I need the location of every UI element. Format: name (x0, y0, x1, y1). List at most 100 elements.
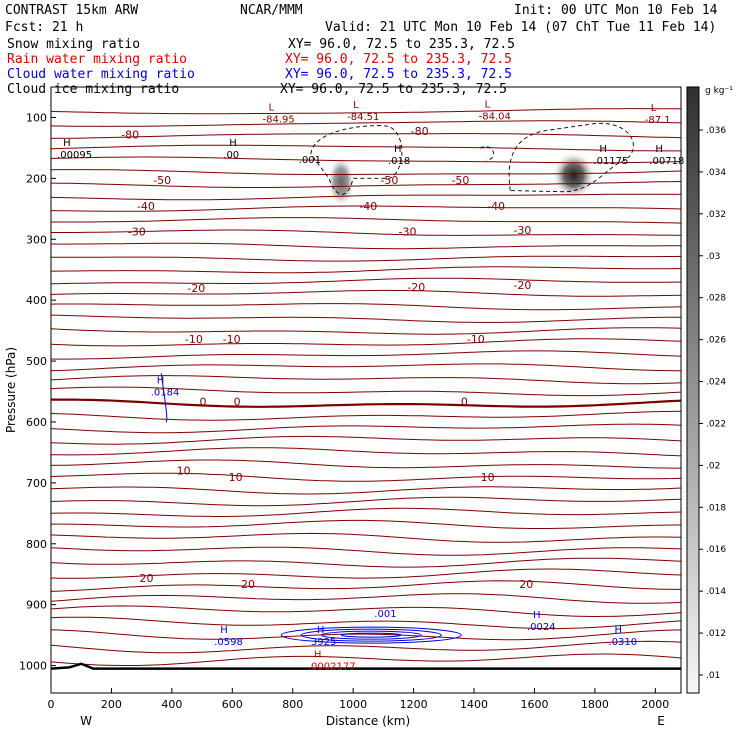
contour-label: -80 (121, 129, 139, 142)
colorbar-tick-label: .026 (706, 336, 726, 346)
extremum-H: H.01175 (593, 144, 628, 167)
cloud-ice-contour-3 (479, 146, 494, 161)
extremum-L: L-84.51 (347, 100, 379, 123)
x-tick-label: 600 (222, 698, 243, 711)
temperature-contour-line (51, 303, 681, 311)
y-tick-label: 1000 (19, 660, 47, 673)
y-tick-label: 700 (26, 477, 47, 490)
colorbar-tick-label: .036 (706, 126, 726, 136)
extremum-H: H.00095 (57, 138, 92, 161)
x-tick-label: 1200 (400, 698, 428, 711)
temperature-contour-line (51, 568, 681, 579)
temperature-contour-line (51, 120, 681, 127)
temperature-contour-line (51, 338, 681, 347)
contour-label: -50 (153, 174, 171, 187)
contour-label: -50 (380, 174, 398, 187)
x-tick-label: 400 (161, 698, 182, 711)
temperature-contour-line (51, 616, 681, 630)
colorbar-tick-label: .028 (706, 294, 726, 304)
x-tick-label: 800 (282, 698, 303, 711)
extremum-value: -87.1 (645, 115, 671, 126)
x-tick-label: 1800 (581, 698, 609, 711)
temperature-contour-line (51, 156, 681, 164)
model-title: CONTRAST 15km ARW (5, 3, 138, 18)
extremum-letter: L (651, 103, 657, 114)
extremum-letter: H (655, 144, 663, 155)
temperature-contour-line (51, 580, 681, 592)
temperature-contour-line (51, 363, 681, 372)
extremum-letter: H (63, 138, 71, 149)
contour-label: 10 (177, 465, 191, 478)
temperature-contour-line (51, 350, 681, 360)
forecast-hour: Fcst: 21 h (5, 20, 83, 35)
extremum-letter: L (353, 100, 359, 111)
y-tick-label: 800 (26, 538, 47, 551)
extremum-letter: H (615, 625, 623, 636)
legend-cloud-ice-label: Cloud ice mixing ratio (7, 82, 179, 97)
extremum-H: H.0184 (151, 375, 180, 398)
y-tick-label: 500 (26, 355, 47, 368)
colorbar-tick-label: .02 (706, 461, 720, 471)
extremum-letter: H (533, 610, 541, 621)
cloud-water-core-contour (340, 632, 402, 638)
temperature-contour-line (51, 205, 681, 212)
temperature-contour-line (51, 133, 681, 139)
contour-label: 20 (519, 578, 533, 591)
legend-cloud-ice-xy: XY= 96.0, 72.5 to 235.3, 72.5 (280, 82, 507, 97)
extremum-H: H.00718 (649, 144, 684, 167)
y-axis-label: Pressure (hPa) (4, 347, 18, 433)
temperature-contour-line (51, 496, 681, 507)
snow-shading-1 (551, 151, 596, 200)
y-tick-label: 200 (26, 172, 47, 185)
colorbar-gradient (686, 86, 700, 694)
contour-label: -40 (487, 200, 505, 213)
extremum-letter: H (157, 375, 165, 386)
colorbar-tick-label: .01 (706, 671, 720, 681)
contour-label: -20 (513, 279, 531, 292)
x-tick-label: 1400 (460, 698, 488, 711)
contour-label: 0 (234, 395, 241, 408)
temperature-contour-line (51, 108, 681, 115)
extremum-value: .01175 (593, 156, 628, 167)
legend-snow-xy: XY= 96.0, 72.5 to 235.3, 72.5 (288, 37, 515, 52)
temperature-contour-line (51, 640, 681, 654)
extremum-H: H.0310 (609, 625, 638, 648)
temperature-contour-line (51, 605, 681, 618)
extremum-H: H.018 (388, 144, 410, 167)
extremum-value: .00718 (649, 156, 684, 167)
extremum-letter: H (599, 144, 607, 155)
extremum-letter: H (394, 144, 402, 155)
contour-label: -20 (187, 282, 205, 295)
colorbar-unit: g kg⁻¹ (705, 86, 733, 96)
temperature-contour-line (51, 410, 681, 421)
east-end-label: E (657, 714, 665, 728)
temperature-contour-line (51, 242, 681, 250)
contour-label: -50 (451, 174, 469, 187)
extremum-value: .0024 (527, 622, 556, 633)
temperature-contour-line (51, 435, 681, 445)
legend-snow-label: Snow mixing ratio (7, 37, 140, 52)
extremum-value: .0184 (151, 387, 180, 398)
extremum-letter: L (269, 103, 275, 114)
temperature-contour-line (51, 266, 681, 274)
extremum-letter: H (317, 625, 325, 636)
temperature-contour-line (51, 314, 681, 323)
temperature-contour-line (51, 629, 681, 641)
cloud-water-contour-small (160, 373, 168, 423)
extremum-value: .018 (388, 156, 410, 167)
temperature-contour-line (51, 398, 681, 408)
x-tick-label: 0 (48, 698, 55, 711)
temperature-contour-line (51, 546, 681, 556)
temperature-contour-line (51, 144, 681, 152)
valid-time: Valid: 21 UTC Mon 10 Feb 14 (07 ChT Tue … (325, 20, 716, 35)
legend-rain-xy: XY= 96.0, 72.5 to 235.3, 72.5 (285, 52, 512, 67)
extremum-value: .0002177 (308, 662, 356, 673)
west-end-label: W (80, 714, 92, 728)
cloud-water-core-contour (280, 626, 462, 644)
colorbar: .01 .012 .014 .016 .018 .02 .022 .024 .026 .028 .0… (686, 86, 726, 694)
colorbar-tick-label: .024 (706, 378, 726, 388)
legend-cloud-water-label: Cloud water mixing ratio (7, 67, 195, 82)
legend-rain-label: Rain water mixing ratio (7, 52, 187, 67)
extremum-H: H.0024 (527, 610, 556, 633)
